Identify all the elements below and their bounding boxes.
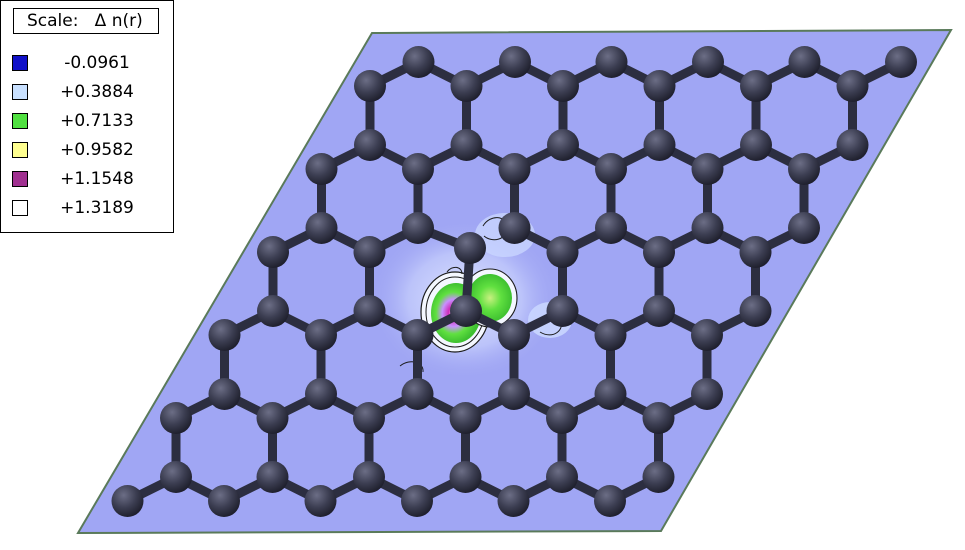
carbon-atom — [401, 485, 433, 517]
carbon-atom — [497, 485, 530, 517]
carbon-atom — [401, 319, 434, 351]
carbon-atom — [208, 319, 241, 351]
carbon-atom — [450, 295, 482, 327]
carbon-atom — [160, 402, 192, 434]
carbon-atom — [740, 70, 772, 102]
carbon-atom — [739, 295, 772, 327]
carbon-atom — [449, 402, 482, 434]
carbon-atoms — [111, 46, 917, 517]
carbon-atom — [740, 129, 772, 161]
carbon-atom — [449, 461, 482, 493]
legend-value: +0.9582 — [60, 140, 134, 160]
carbon-atom — [788, 212, 820, 244]
carbon-atom — [208, 485, 240, 517]
carbon-atom — [305, 319, 337, 351]
legend-value: -0.0961 — [64, 53, 130, 73]
carbon-atom — [111, 485, 144, 517]
carbon-atom — [643, 295, 675, 327]
legend-swatch — [12, 200, 28, 216]
carbon-atom — [402, 212, 434, 244]
carbon-atom — [257, 236, 289, 268]
carbon-atom — [402, 153, 434, 185]
carbon-atom — [402, 46, 435, 78]
carbon-atom — [595, 212, 627, 244]
carbon-atom — [257, 295, 289, 327]
carbon-atom — [788, 46, 821, 78]
carbon-atom — [691, 212, 724, 244]
carbon-atom — [450, 129, 483, 161]
carbon-atom — [353, 402, 385, 434]
carbon-atom — [546, 402, 578, 434]
legend-swatch — [12, 113, 28, 129]
carbon-atom — [305, 378, 337, 410]
carbon-atom — [643, 236, 675, 268]
carbon-atom — [691, 319, 723, 351]
legend-swatch — [12, 55, 28, 71]
carbon-atom — [594, 378, 627, 410]
carbon-atom — [256, 402, 289, 434]
carbon-atom — [305, 212, 338, 244]
carbon-atom — [594, 485, 626, 517]
carbon-atom — [885, 46, 917, 78]
carbon-atom — [691, 378, 723, 410]
carbon-atom — [691, 153, 724, 185]
carbon-atom — [450, 70, 483, 102]
carbon-atom — [643, 129, 676, 161]
carbon-atom — [256, 461, 289, 493]
carbon-atom — [547, 70, 579, 102]
legend-value: +1.1548 — [60, 169, 134, 189]
carbon-atom — [498, 212, 531, 244]
carbon-atom — [692, 46, 724, 78]
carbon-atom — [454, 232, 486, 264]
carbon-atom — [498, 378, 530, 410]
carbon-atom — [546, 295, 579, 327]
carbon-atom — [401, 378, 434, 410]
carbon-atom — [353, 461, 385, 493]
carbon-atom — [642, 461, 675, 493]
carbon-atom — [353, 236, 386, 268]
carbon-atom — [305, 153, 338, 185]
carbon-atom — [547, 129, 579, 161]
carbon-atom — [739, 236, 772, 268]
carbon-atom — [304, 485, 337, 517]
carbon-atom — [788, 153, 820, 185]
carbon-atom — [354, 129, 386, 161]
legend-value: +0.3884 — [60, 82, 134, 102]
carbon-atom — [353, 295, 386, 327]
legend: Scale: Δ n(r) -0.0961 +0.3884 +0.7133 +0… — [0, 0, 174, 233]
carbon-atom — [498, 153, 531, 185]
carbon-atom — [208, 378, 241, 410]
legend-value: +1.3189 — [60, 198, 134, 218]
carbon-atom — [836, 129, 869, 161]
legend-swatch — [12, 171, 28, 187]
carbon-atom — [595, 153, 627, 185]
carbon-atom — [498, 319, 530, 351]
carbon-atom — [354, 70, 386, 102]
carbon-atom — [160, 461, 192, 493]
carbon-atom — [499, 46, 531, 78]
carbon-atom — [546, 236, 579, 268]
legend-swatch — [12, 84, 28, 100]
carbon-atom — [642, 402, 675, 434]
legend-value: +0.7133 — [60, 111, 134, 131]
legend-swatch — [12, 142, 28, 158]
carbon-atom — [643, 70, 676, 102]
carbon-atom — [594, 319, 627, 351]
carbon-atom — [595, 46, 628, 78]
carbon-atom — [836, 70, 869, 102]
legend-title: Scale: Δ n(r) — [13, 8, 159, 34]
carbon-atom — [546, 461, 578, 493]
